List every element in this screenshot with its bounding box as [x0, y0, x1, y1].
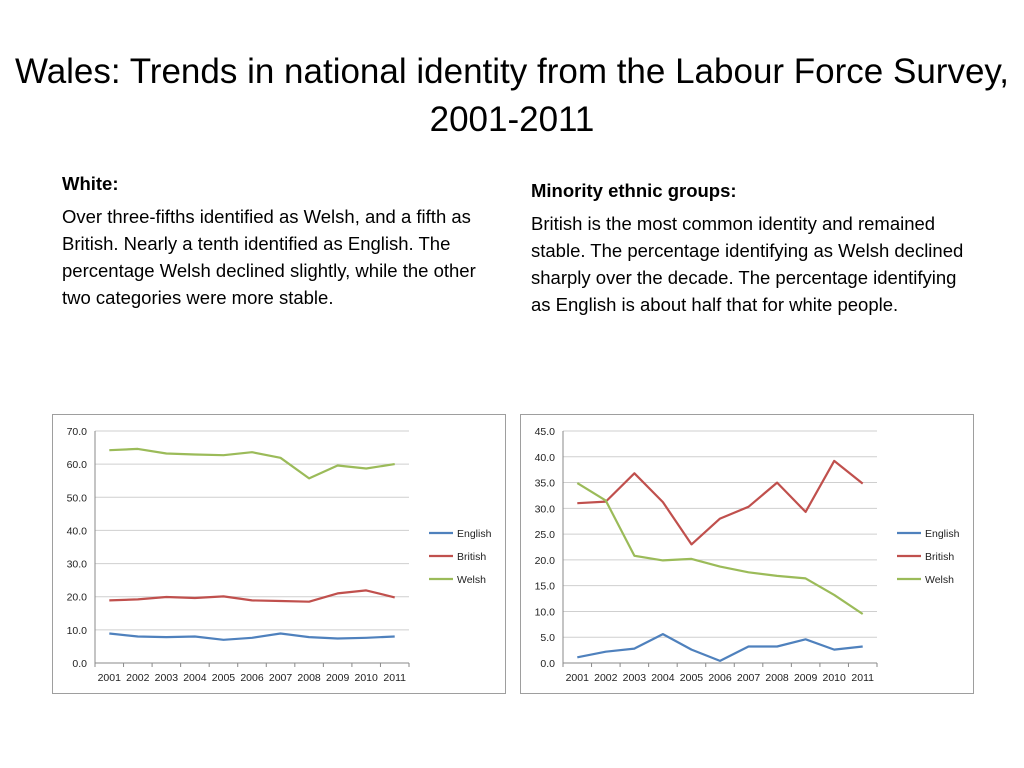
- white-chart-x-tick-label: 2002: [126, 672, 150, 684]
- white-chart-y-tick-label: 60.0: [67, 459, 88, 471]
- minority-chart-x-tick-label: 2005: [680, 672, 704, 684]
- white-chart-x-tick-label: 2001: [98, 672, 122, 684]
- white-chart-x-tick-label: 2011: [383, 672, 406, 684]
- minority-chart-legend-english-label: English: [925, 528, 960, 540]
- minority-chart-x-tick-label: 2004: [651, 672, 675, 684]
- minority-heading: Minority ethnic groups:: [531, 180, 737, 201]
- white-chart-y-tick-label: 70.0: [67, 426, 88, 438]
- minority-chart-series-british-line: [577, 459, 864, 546]
- white-heading: White:: [62, 173, 119, 194]
- white-chart-legend-english-label: English: [457, 528, 492, 540]
- white-chart-x-tick-label: 2006: [240, 672, 264, 684]
- minority-chart-y-tick-label: 35.0: [535, 478, 556, 490]
- white-chart-x-tick-label: 2007: [269, 672, 293, 684]
- minority-chart-y-tick-label: 15.0: [535, 581, 556, 593]
- white-chart-y-tick-label: 50.0: [67, 492, 88, 504]
- white-chart-series-english-line: [109, 632, 395, 641]
- minority-chart-series-welsh-line: [576, 482, 864, 615]
- minority-chart-y-tick-label: 40.0: [535, 452, 556, 464]
- white-chart-x-tick-label: 2003: [155, 672, 179, 684]
- minority-chart-x-tick-label: 2007: [737, 672, 761, 684]
- white-chart-x-tick-label: 2010: [355, 672, 379, 684]
- minority-chart-y-tick-label: 10.0: [535, 606, 556, 618]
- white-chart-y-tick-label: 20.0: [67, 592, 88, 604]
- minority-chart-x-tick-label: 2002: [594, 672, 618, 684]
- minority-section: Minority ethnic groups: British is the m…: [531, 177, 971, 318]
- minority-chart-x-tick-label: 2009: [794, 672, 818, 684]
- white-chart-x-tick-label: 2008: [297, 672, 321, 684]
- minority-chart-x-tick-label: 2001: [566, 672, 590, 684]
- minority-chart-x-tick-label: 2006: [708, 672, 732, 684]
- minority-chart-y-tick-label: 20.0: [535, 555, 556, 567]
- white-description: Over three-fifths identified as Welsh, a…: [62, 206, 476, 308]
- white-chart-x-tick-label: 2009: [326, 672, 350, 684]
- white-chart-y-tick-label: 40.0: [67, 525, 88, 537]
- white-chart-x-tick-label: 2004: [183, 672, 207, 684]
- white-chart-y-tick-label: 10.0: [67, 625, 88, 637]
- white-chart-series-british-line: [109, 589, 395, 603]
- white-chart-legend-welsh-label: Welsh: [457, 574, 486, 586]
- white-chart: 0.0 10.0 20.0 30.0 40.0 50.0 60.0 70.0 2001 2002 2…: [52, 414, 506, 694]
- minority-chart-series-english-line: [577, 633, 863, 662]
- white-section: White: Over three-fifths identified as W…: [62, 170, 492, 311]
- white-chart-svg: 0.0 10.0 20.0 30.0 40.0 50.0 60.0 70.0 2001 2002 2…: [67, 426, 492, 684]
- white-chart-series-welsh-line: [109, 447, 395, 480]
- minority-chart-legend-british-label: British: [925, 551, 954, 563]
- minority-chart-x-tick-label: 2008: [765, 672, 789, 684]
- minority-chart-x-tick-label: 2010: [823, 672, 847, 684]
- white-chart-legend-british-label: British: [457, 551, 486, 563]
- minority-chart-x-tick-label: 2011: [851, 672, 874, 684]
- white-chart-y-tick-label: 0.0: [72, 658, 87, 670]
- minority-chart-legend-welsh-label: Welsh: [925, 574, 954, 586]
- minority-chart-y-tick-label: 30.0: [535, 503, 556, 515]
- slide-title: Wales: Trends in national identity from …: [14, 52, 1010, 139]
- minority-chart-y-tick-label: 25.0: [535, 529, 556, 541]
- white-chart-y-tick-label: 30.0: [67, 559, 88, 571]
- white-chart-x-tick-label: 2005: [212, 672, 236, 684]
- minority-chart-svg: 0.0 5.0 10.0 15.0 20.0 25.0 30.0 35.0 40.0 45.0 20…: [535, 426, 960, 684]
- minority-chart: 0.0 5.0 10.0 15.0 20.0 25.0 30.0 35.0 40.0 45.0 20…: [520, 414, 974, 694]
- minority-chart-x-tick-label: 2003: [623, 672, 647, 684]
- minority-chart-y-tick-label: 0.0: [540, 658, 555, 670]
- minority-chart-y-tick-label: 45.0: [535, 426, 556, 438]
- minority-description: British is the most common identity and …: [531, 213, 964, 315]
- minority-chart-y-tick-label: 5.0: [540, 632, 555, 644]
